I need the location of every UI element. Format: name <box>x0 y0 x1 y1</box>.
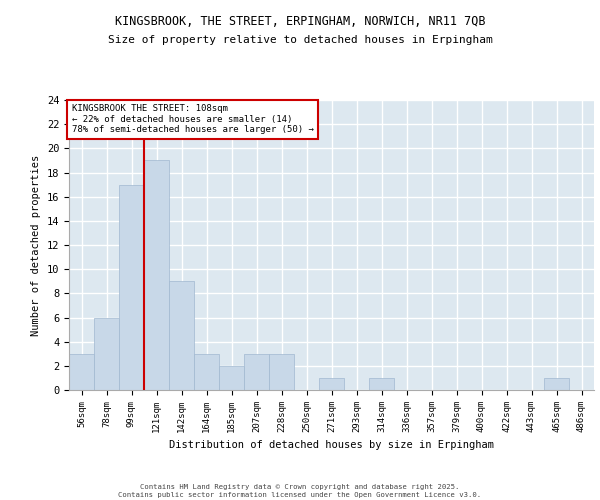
Bar <box>319 378 344 390</box>
Text: KINGSBROOK, THE STREET, ERPINGHAM, NORWICH, NR11 7QB: KINGSBROOK, THE STREET, ERPINGHAM, NORWI… <box>115 15 485 28</box>
Bar <box>169 281 194 390</box>
Bar <box>544 378 569 390</box>
Bar <box>369 378 394 390</box>
Bar <box>144 160 169 390</box>
Bar <box>194 354 219 390</box>
Bar <box>244 354 269 390</box>
Y-axis label: Number of detached properties: Number of detached properties <box>31 154 41 336</box>
Bar <box>219 366 244 390</box>
Bar <box>94 318 119 390</box>
Bar <box>269 354 294 390</box>
X-axis label: Distribution of detached houses by size in Erpingham: Distribution of detached houses by size … <box>169 440 494 450</box>
Text: Size of property relative to detached houses in Erpingham: Size of property relative to detached ho… <box>107 35 493 45</box>
Text: KINGSBROOK THE STREET: 108sqm
← 22% of detached houses are smaller (14)
78% of s: KINGSBROOK THE STREET: 108sqm ← 22% of d… <box>71 104 314 134</box>
Text: Contains HM Land Registry data © Crown copyright and database right 2025.
Contai: Contains HM Land Registry data © Crown c… <box>118 484 482 498</box>
Bar <box>119 184 144 390</box>
Bar <box>69 354 94 390</box>
